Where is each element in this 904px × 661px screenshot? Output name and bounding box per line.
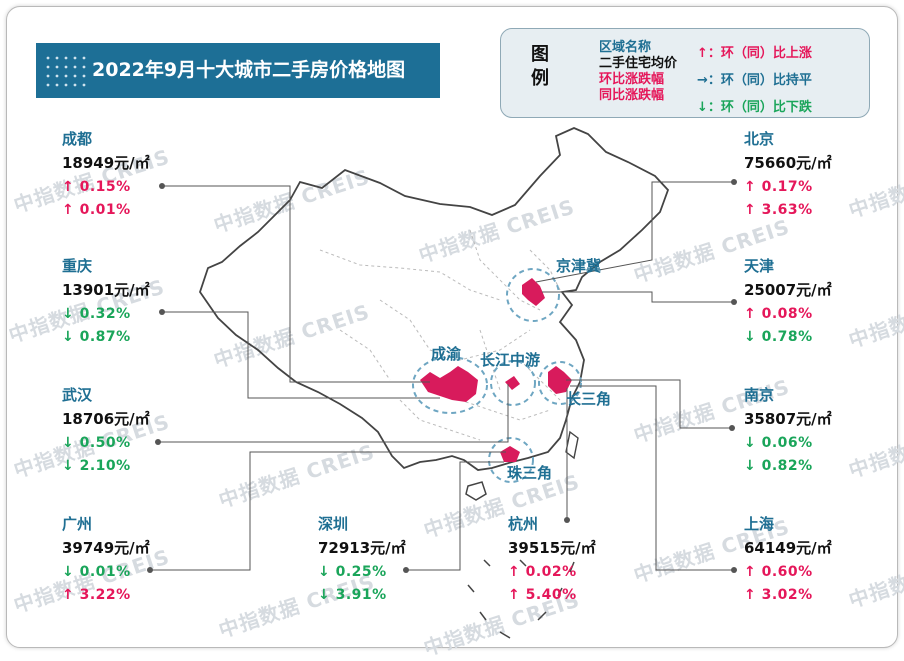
zhusanjiao-area (500, 446, 520, 462)
city-block-wuhan: 武汉 18706元/㎡ ↓ 0.50% ↓ 2.10% (62, 384, 150, 478)
legend-key: 同比涨跌幅 (599, 88, 665, 103)
city-yoy-change: ↓ 0.78% (744, 329, 813, 345)
city-block-guangzhou: 广州 39749元/㎡ ↓ 0.01% ↑ 3.22% (62, 513, 150, 607)
leader-lines (150, 181, 734, 571)
legend-key: 环比涨跌幅 (599, 72, 665, 87)
jingjinji-area (522, 278, 545, 306)
arrow-up-icon: ↑： (697, 46, 721, 61)
city-block-hangzhou: 杭州 39515元/㎡ ↑ 0.02% ↑ 5.40% (508, 513, 596, 607)
city-price: 75660元/㎡ (744, 154, 832, 172)
city-mom-change: ↑ 0.60% (744, 564, 813, 580)
legend-arrow-up: ↑：环（同）比上涨 (697, 40, 812, 67)
region-circle-chengyu (412, 356, 488, 414)
legend-heading: 图例 (531, 44, 549, 89)
dots-decoration-icon (46, 56, 86, 87)
legend-arrow-text: 环（同）比持平 (720, 73, 812, 88)
hainan-outline (465, 481, 487, 501)
legend-arrow-text: 环（同）比上涨 (720, 46, 812, 61)
city-block-chengdu: 成都 18949元/㎡ ↑ 0.15% ↑ 0.01% (62, 128, 150, 222)
legend-key: 区域名称 (599, 40, 652, 55)
taiwan-outline (565, 430, 579, 460)
city-block-nanjing: 南京 35807元/㎡ ↓ 0.06% ↓ 0.82% (744, 384, 832, 478)
city-block-shanghai: 上海 64149元/㎡ ↑ 0.60% ↑ 3.02% (744, 513, 832, 607)
city-mom-change: ↓ 0.01% (62, 564, 131, 580)
city-mom-change: ↑ 0.15% (62, 179, 131, 195)
legend-key: 二手住宅均价 (599, 56, 678, 71)
city-price: 35807元/㎡ (744, 410, 832, 428)
city-name: 南京 (744, 386, 775, 404)
legend-keys: 区域名称 二手住宅均价 环比涨跌幅 同比涨跌幅 (599, 40, 677, 104)
city-mom-change: ↓ 0.32% (62, 306, 131, 322)
region-label-changjiang-mid: 长江中游 (480, 351, 541, 369)
region-circle-jingjinji (506, 268, 560, 322)
city-name: 深圳 (318, 515, 349, 533)
city-yoy-change: ↑ 3.22% (62, 587, 131, 603)
city-yoy-change: ↓ 0.87% (62, 329, 131, 345)
legend-arrows: ↑：环（同）比上涨 →：环（同）比持平 ↓：环（同）比下跌 (697, 40, 812, 121)
region-label-changsanjiao: 长三角 (566, 390, 612, 408)
city-name: 广州 (62, 515, 93, 533)
city-block-beijing: 北京 75660元/㎡ ↑ 0.17% ↑ 3.63% (744, 128, 832, 222)
arrow-right-icon: →： (697, 73, 721, 88)
city-mom-change: ↑ 0.08% (744, 306, 813, 322)
page-title: 2022年9月十大城市二手房价格地图 (92, 59, 406, 81)
china-outline (199, 127, 670, 471)
city-mom-change: ↓ 0.25% (318, 564, 387, 580)
city-price: 18949元/㎡ (62, 154, 150, 172)
city-mom-change: ↓ 0.06% (744, 435, 813, 451)
region-label-chengyu: 成渝 (431, 345, 462, 363)
changjiang-mid-area (505, 376, 520, 390)
city-price: 13901元/㎡ (62, 281, 150, 299)
city-yoy-change: ↑ 5.40% (508, 587, 577, 603)
city-yoy-change: ↓ 0.82% (744, 458, 813, 474)
city-name: 天津 (744, 257, 775, 275)
legend-arrow-flat: →：环（同）比持平 (697, 67, 812, 94)
city-name: 杭州 (508, 515, 539, 533)
city-block-tianjin: 天津 25007元/㎡ ↑ 0.08% ↓ 0.78% (744, 255, 832, 349)
city-mom-change: ↑ 0.17% (744, 179, 813, 195)
city-block-chongqing: 重庆 13901元/㎡ ↓ 0.32% ↓ 0.87% (62, 255, 150, 349)
south-china-sea-islands (467, 559, 575, 639)
province-borders (319, 229, 561, 441)
city-name: 北京 (744, 130, 775, 148)
city-name: 成都 (62, 130, 93, 148)
city-yoy-change: ↑ 0.01% (62, 202, 131, 218)
city-price: 39515元/㎡ (508, 539, 596, 557)
city-price: 64149元/㎡ (744, 539, 832, 557)
city-name: 重庆 (62, 257, 93, 275)
city-yoy-change: ↑ 3.02% (744, 587, 813, 603)
city-price: 18706元/㎡ (62, 410, 150, 428)
city-name: 上海 (744, 515, 775, 533)
city-price: 72913元/㎡ (318, 539, 406, 557)
region-circles (412, 268, 582, 483)
city-name: 武汉 (62, 386, 93, 404)
city-mom-change: ↓ 0.50% (62, 435, 131, 451)
title-banner: 2022年9月十大城市二手房价格地图 (36, 43, 440, 98)
city-yoy-change: ↓ 2.10% (62, 458, 131, 474)
changsanjiao-area (548, 366, 572, 394)
region-circle-changsanjiao (538, 361, 582, 405)
arrow-down-icon: ↓： (697, 100, 721, 115)
region-label-zhusanjiao: 珠三角 (507, 464, 553, 482)
city-mom-change: ↑ 0.02% (508, 564, 577, 580)
region-label-jingjinji: 京津冀 (556, 257, 602, 275)
city-price: 39749元/㎡ (62, 539, 150, 557)
city-yoy-change: ↓ 3.91% (318, 587, 387, 603)
region-circle-changjiang-mid (490, 360, 536, 406)
chengyu-area (420, 366, 478, 402)
city-block-shenzhen: 深圳 72913元/㎡ ↓ 0.25% ↓ 3.91% (318, 513, 406, 607)
city-price: 25007元/㎡ (744, 281, 832, 299)
highlighted-areas (420, 278, 572, 462)
region-circle-zhusanjiao (488, 437, 534, 483)
legend-arrow-text: 环（同）比下跌 (720, 100, 812, 115)
legend-arrow-down: ↓：环（同）比下跌 (697, 94, 812, 121)
leader-dots (147, 179, 737, 573)
legend-box: 图例 区域名称 二手住宅均价 环比涨跌幅 同比涨跌幅 ↑：环（同）比上涨 →：环… (500, 28, 870, 118)
city-yoy-change: ↑ 3.63% (744, 202, 813, 218)
